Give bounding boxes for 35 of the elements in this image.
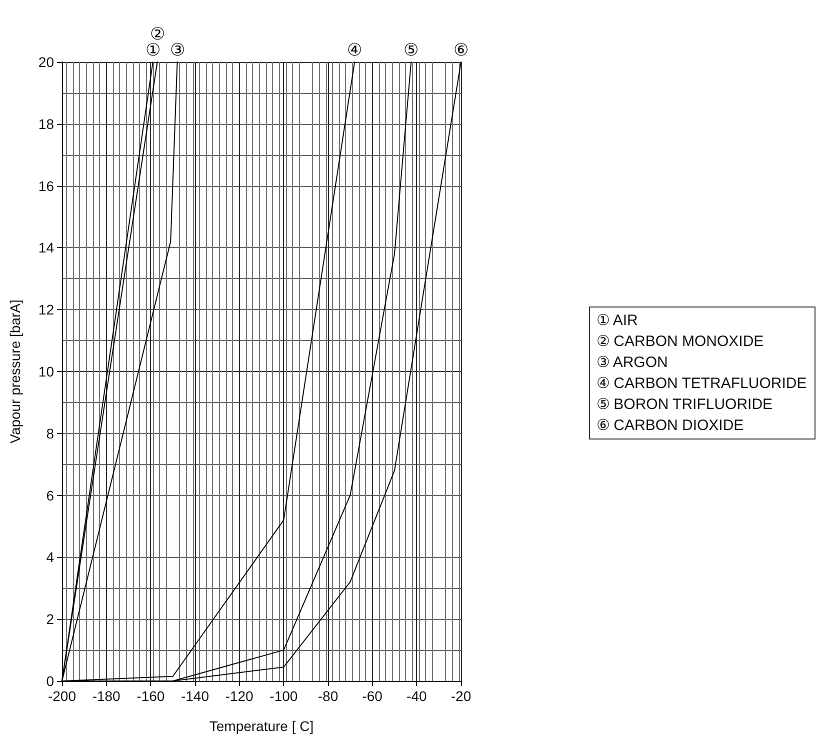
text: ⑥ CARBON DIOXIDE: [596, 417, 744, 434]
text: ④ CARBON TETRAFLUORIDE: [596, 375, 807, 392]
x-tick-label: -160: [136, 688, 165, 704]
text: ⑤ BORON TRIFLUORIDE: [596, 396, 773, 413]
y-tick-label: 12: [38, 302, 54, 318]
x-tick-label: -60: [362, 688, 383, 704]
y-tick-label: 20: [38, 54, 54, 70]
x-tick-label: -180: [92, 688, 121, 704]
y-tick-label: 4: [46, 549, 54, 566]
y-tick-label: 6: [46, 487, 54, 504]
y-tick-label: 0: [46, 673, 54, 689]
x-tick-label: -140: [180, 688, 210, 704]
text: ① AIR: [596, 312, 638, 329]
y-tick-label: 10: [38, 364, 54, 380]
y-tick-label: 8: [46, 425, 54, 442]
annotation: ①: [145, 40, 160, 60]
annotation: ⑤: [404, 40, 419, 60]
x-tick-label: -40: [406, 688, 427, 704]
x-tick-label: -80: [318, 688, 338, 704]
x-axis-title: Temperature [ C]: [209, 718, 314, 734]
annotation: ②: [150, 24, 165, 44]
x-tick-label: -120: [225, 688, 254, 704]
y-axis-title: Vapour pressure [barA]: [7, 300, 23, 444]
x-tick-label: -200: [48, 688, 76, 704]
text: ② CARBON MONOXIDE: [596, 333, 764, 350]
annotation: ⑥: [454, 40, 468, 60]
text: ③ ARGON: [596, 354, 668, 371]
y-tick-label: 18: [38, 116, 54, 132]
y-tick-label: 14: [38, 240, 54, 256]
x-tick-label: -20: [450, 688, 472, 704]
y-tick-label: 16: [38, 178, 54, 194]
annotation: ④: [347, 40, 362, 60]
y-tick-label: 2: [46, 611, 54, 628]
annotation: ③: [170, 40, 185, 60]
x-tick-label: -100: [270, 688, 298, 704]
